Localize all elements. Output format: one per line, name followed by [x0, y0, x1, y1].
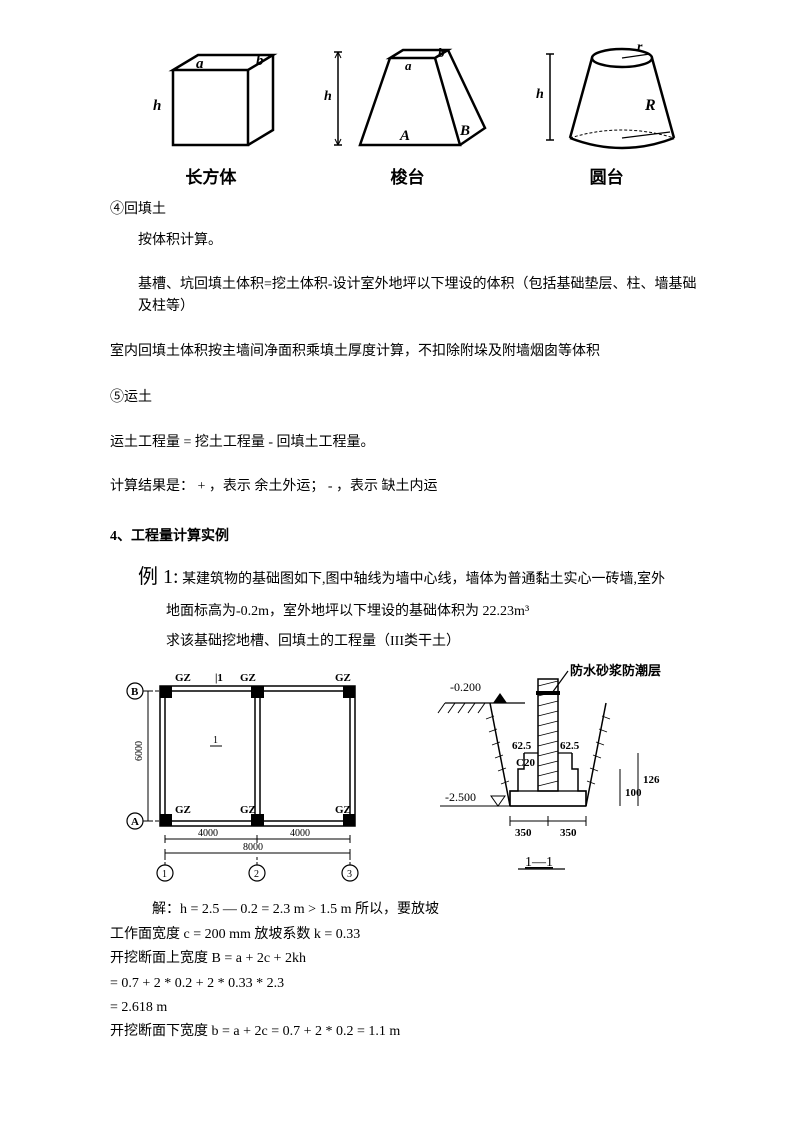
svg-text:GZ: GZ — [335, 804, 351, 816]
svg-text:62.5: 62.5 — [560, 740, 580, 752]
svg-text:8000: 8000 — [243, 842, 263, 853]
svg-text:防水砂浆防潮层: 防水砂浆防潮层 — [570, 663, 661, 678]
shape-cone: r R h 圆台 — [532, 40, 682, 191]
svg-text:|1: |1 — [215, 672, 223, 684]
svg-text:1—1: 1—1 — [525, 855, 553, 870]
svg-text:h: h — [324, 89, 332, 104]
section4-line1: 按体积计算。 — [110, 230, 710, 252]
svg-text:a: a — [405, 58, 412, 73]
svg-text:GZ: GZ — [175, 804, 191, 816]
svg-text:h: h — [536, 87, 544, 102]
example-text1: 某建筑物的基础图如下,图中轴线为墙中心线，墙体为普通黏土实心一砖墙,室外 — [182, 572, 665, 587]
svg-text:GZ: GZ — [335, 672, 351, 684]
svg-text:2: 2 — [254, 869, 259, 880]
svg-text:h: h — [153, 98, 161, 114]
solution-line4: = 0.7 + 2 * 0.2 + 2 * 0.33 * 2.3 — [110, 973, 710, 995]
section5-line1: 运土工程量 = 挖土工程量 - 回填土工程量。 — [110, 432, 710, 454]
svg-text:350: 350 — [515, 827, 532, 839]
svg-text:GZ: GZ — [175, 672, 191, 684]
svg-text:GZ: GZ — [240, 804, 256, 816]
svg-text:A: A — [399, 128, 410, 144]
svg-text:b: b — [256, 53, 264, 69]
cuboid-label: 长方体 — [138, 164, 283, 191]
section5-line2: 计算结果是： + ，表示 余土外运； - ，表示 缺土内运 — [110, 476, 710, 498]
svg-text:b: b — [438, 45, 445, 60]
svg-text:a: a — [196, 56, 204, 72]
shape-frustum: a b A B h 梭台 — [320, 40, 495, 191]
solution-line6: 开挖断面下宽度 b = a + 2c = 0.7 + 2 * 0.2 = 1.1… — [110, 1021, 710, 1043]
solution-line5: = 2.618 m — [110, 997, 710, 1019]
shape-cuboid: a b h 长方体 — [138, 40, 283, 191]
svg-text:6000: 6000 — [134, 741, 145, 761]
document-page: a b h 长方体 a b A B h 梭台 — [0, 0, 800, 1086]
svg-text:R: R — [644, 97, 656, 114]
cone-svg: r R h — [532, 40, 682, 160]
solution-line1: 解：h = 2.5 — 0.2 = 2.3 m > 1.5 m 所以，要放坡 — [110, 899, 710, 921]
example-title: 例 1: 某建筑物的基础图如下,图中轴线为墙中心线，墙体为普通黏土实心一砖墙,室… — [138, 561, 710, 593]
frustum-label: 梭台 — [320, 164, 495, 191]
svg-text:100: 100 — [625, 787, 642, 799]
section-diagram: 防水砂浆防潮层 -0.200 — [410, 661, 710, 891]
solution-prefix: 解： — [152, 902, 180, 917]
svg-text:r: r — [637, 40, 643, 55]
cone-label: 圆台 — [532, 164, 682, 191]
svg-text:62.5: 62.5 — [512, 740, 532, 752]
svg-text:126: 126 — [643, 774, 660, 786]
svg-text:B: B — [131, 686, 139, 698]
svg-text:-0.200: -0.200 — [450, 680, 481, 694]
example-num: 例 1: — [138, 566, 179, 588]
svg-text:1: 1 — [213, 735, 218, 746]
solution-line1-text: h = 2.5 — 0.2 = 2.3 m > 1.5 m 所以，要放坡 — [180, 902, 439, 917]
section5-title: ⑤运土 — [110, 387, 710, 409]
solution-line2: 工作面宽度 c = 200 mm 放坡系数 k = 0.33 — [110, 924, 710, 946]
cuboid-svg: a b h — [138, 40, 283, 160]
section4-line2: 基槽、坑回填土体积=挖土体积-设计室外地坪以下埋设的体积（包括基础垫层、柱、墙基… — [110, 274, 710, 319]
example-section-title: 4、工程量计算实例 — [110, 526, 710, 548]
section4-line3: 室内回填土体积按主墙间净面积乘填土厚度计算，不扣除附垛及附墙烟囱等体积 — [110, 341, 710, 363]
section4-title: ④回填土 — [110, 199, 710, 221]
svg-text:A: A — [131, 816, 139, 828]
svg-text:4000: 4000 — [198, 828, 218, 839]
plan-diagram: GZ GZ GZ GZ GZ GZ |1 1 B A 6000 — [110, 661, 395, 891]
svg-text:-2.500: -2.500 — [445, 790, 476, 804]
example-text2: 地面标高为-0.2m，室外地坪以下埋设的基础体积为 22.23m³ — [110, 601, 710, 623]
svg-text:350: 350 — [560, 827, 577, 839]
svg-text:B: B — [459, 123, 470, 139]
diagrams-row: GZ GZ GZ GZ GZ GZ |1 1 B A 6000 — [110, 661, 710, 891]
svg-text:3: 3 — [347, 869, 352, 880]
svg-text:C20: C20 — [516, 757, 535, 769]
shapes-row: a b h 长方体 a b A B h 梭台 — [110, 40, 710, 191]
example-text3: 求该基础挖地槽、回填土的工程量（III类干土） — [110, 631, 710, 653]
svg-text:4000: 4000 — [290, 828, 310, 839]
svg-text:GZ: GZ — [240, 672, 256, 684]
svg-text:1: 1 — [162, 869, 167, 880]
frustum-svg: a b A B h — [320, 40, 495, 160]
solution-line3: 开挖断面上宽度 B = a + 2c + 2kh — [110, 948, 710, 970]
